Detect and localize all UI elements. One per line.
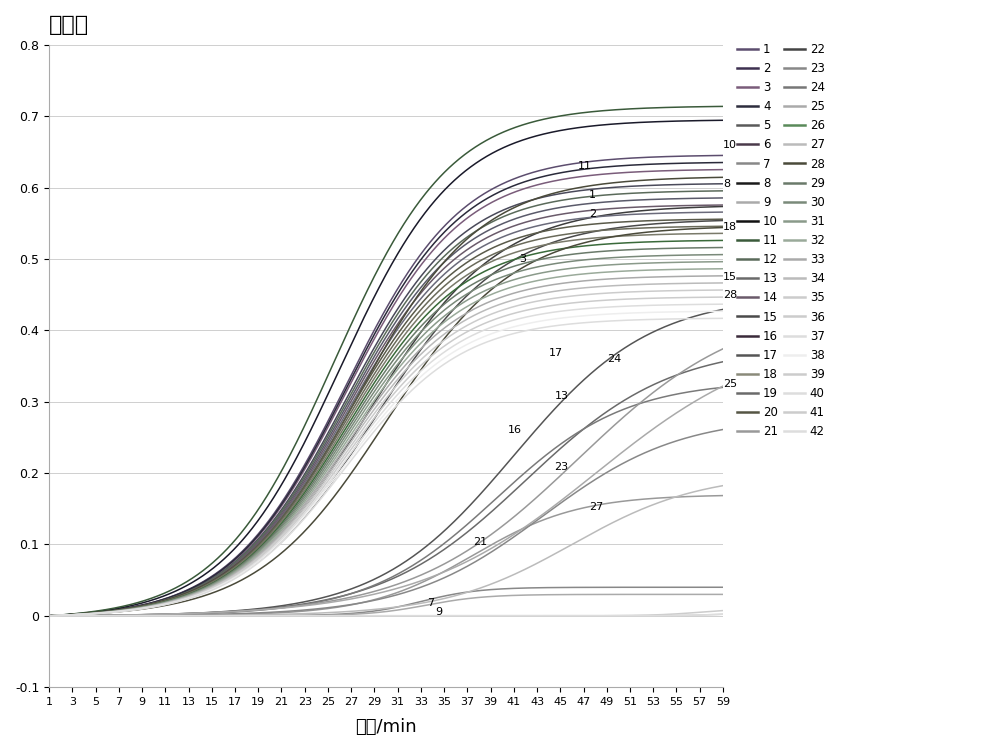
Text: 17: 17 (549, 348, 563, 358)
Text: 23: 23 (554, 463, 569, 472)
Legend: 1, 2, 3, 4, 5, 6, 7, 8, 9, 10, 11, 12, 13, 14, 15, 16, 17, 18, 19, 20, 21, 22, 2: 1, 2, 3, 4, 5, 6, 7, 8, 9, 10, 11, 12, 1… (732, 38, 829, 443)
Text: 25: 25 (723, 379, 737, 389)
Text: 15: 15 (723, 272, 737, 282)
Text: 浑浊度: 浑浊度 (49, 15, 89, 35)
Text: 2: 2 (589, 209, 596, 219)
Text: 24: 24 (607, 354, 621, 364)
Text: 11: 11 (578, 161, 592, 171)
Text: 3: 3 (520, 254, 527, 264)
Text: 8: 8 (723, 179, 730, 189)
Text: 21: 21 (473, 537, 487, 547)
Text: 13: 13 (554, 391, 568, 401)
Text: 7: 7 (427, 598, 434, 608)
Text: 9: 9 (435, 608, 442, 617)
Text: 16: 16 (508, 425, 522, 436)
X-axis label: 时间/min: 时间/min (355, 718, 417, 736)
Text: 28: 28 (723, 290, 737, 300)
Text: 27: 27 (589, 502, 604, 512)
Text: 1: 1 (589, 190, 596, 200)
Text: 10: 10 (723, 140, 737, 149)
Text: 18: 18 (723, 222, 737, 232)
